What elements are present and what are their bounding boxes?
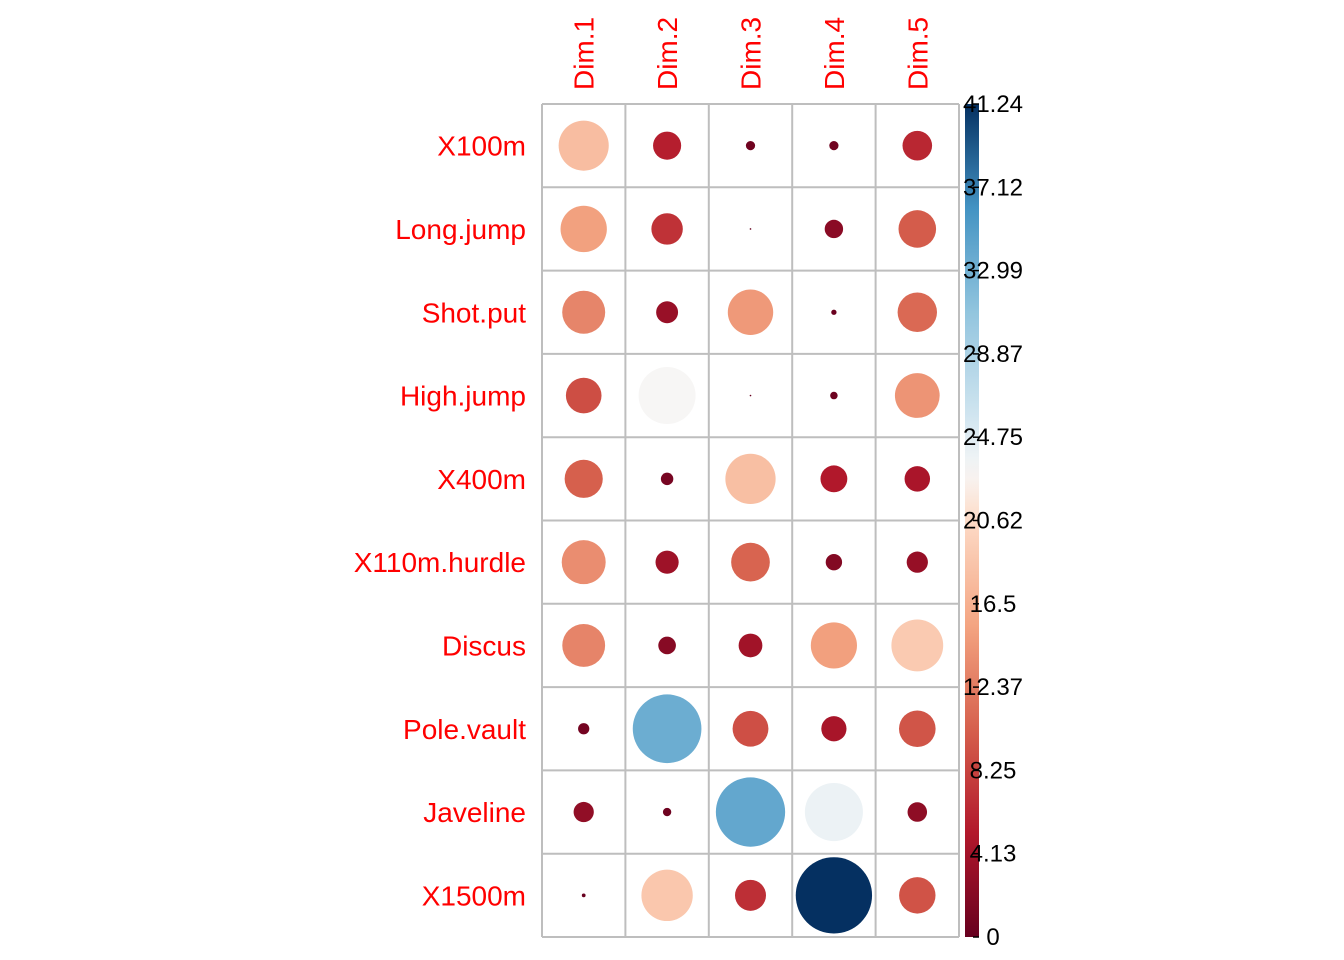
circle-discus-dim-1 [562,624,606,667]
colorbar-gradient [965,104,979,937]
circle-shot-put-dim-1 [562,290,606,334]
circle-x1500m-dim-1 [581,893,586,898]
circle-discus-dim-2 [658,636,676,655]
colorbar-tick-label: 24.75 [963,424,1023,451]
circle-x400m-dim-1 [564,459,603,498]
circle-javeline-dim-5 [907,802,928,822]
circle-pole-vault-dim-1 [578,723,590,735]
circle-shot-put-dim-2 [656,301,679,324]
circle-x1500m-dim-5 [899,877,936,914]
circle-javeline-dim-2 [662,807,672,817]
circle-discus-dim-3 [738,633,763,658]
circle-x100m-dim-5 [902,130,933,161]
circle-x400m-dim-2 [660,472,674,486]
circle-pole-vault-dim-2 [632,694,702,764]
circles [558,120,944,934]
column-label: Dim.5 [902,17,933,90]
circle-x110m-hurdle-dim-1 [561,540,606,585]
circle-x1500m-dim-3 [735,879,766,911]
colorbar-tick-label: 8.25 [970,757,1017,784]
circle-javeline-dim-4 [804,783,863,842]
circle-x400m-dim-4 [820,465,848,493]
circle-javeline-dim-1 [573,801,594,823]
row-label: Javeline [423,797,526,828]
row-label: X110m.hurdle [354,547,526,578]
colorbar: 41.24 37.12 32.99 28.87 24.75 20.62 16.5 12.37 8… [963,91,1023,951]
circle-long-jump-dim-2 [651,213,683,245]
circle-pole-vault-dim-4 [821,716,847,742]
circle-javeline-dim-3 [715,777,786,847]
colorbar-tick-label: 0 [986,924,999,951]
colorbar-tick-label: 4.13 [970,841,1017,868]
row-label: Pole.vault [403,714,526,745]
row-label: High.jump [400,381,526,412]
colorbar-tick-label: 28.87 [963,341,1023,368]
circle-x100m-dim-1 [558,120,609,171]
circle-x100m-dim-3 [745,141,756,151]
column-label: Dim.2 [652,17,683,90]
circle-x1500m-dim-4 [795,857,873,934]
circle-discus-dim-5 [891,619,944,672]
circle-long-jump-dim-1 [560,205,607,253]
colorbar-tick-label: 20.62 [963,508,1023,535]
row-label: Shot.put [422,297,527,328]
colorbar-tick-label: 37.12 [963,174,1023,201]
grid [541,103,960,938]
circle-high-jump-dim-2 [638,367,696,425]
row-label: X400m [437,464,526,495]
circle-long-jump-dim-4 [824,219,844,239]
row-label: X100m [437,131,526,162]
column-label: Dim.4 [819,17,850,90]
circle-pole-vault-dim-5 [898,710,936,748]
colorbar-tick-label: 12.37 [963,674,1023,701]
circle-high-jump-dim-3 [749,394,752,397]
colorbar-tick-label: 16.5 [970,591,1017,618]
circle-x400m-dim-3 [725,453,776,504]
circle-x1500m-dim-2 [641,869,693,922]
circle-x110m-hurdle-dim-3 [731,542,770,582]
colorbar-tick-label: 41.24 [963,91,1023,118]
row-labels: X100m Long.jump Shot.put High.jump X400m X110… [354,131,526,912]
column-label: Dim.1 [569,17,600,90]
circle-x110m-hurdle-dim-4 [825,553,843,571]
column-labels: Dim.1 Dim.2 Dim.3 Dim.4 Dim.5 [569,17,934,90]
circle-long-jump-dim-3 [749,228,752,230]
row-label: Discus [442,630,526,661]
circle-pole-vault-dim-3 [732,710,769,747]
row-label: X1500m [422,880,526,911]
circle-shot-put-dim-4 [831,309,837,315]
circle-x110m-hurdle-dim-2 [655,550,679,574]
circle-high-jump-dim-1 [565,377,602,414]
circle-shot-put-dim-5 [897,292,938,332]
circle-high-jump-dim-5 [894,373,940,418]
column-label: Dim.3 [736,17,767,90]
circle-x400m-dim-5 [904,466,931,492]
circle-long-jump-dim-5 [898,210,937,248]
colorbar-tick-label: 32.99 [963,258,1023,285]
circle-shot-put-dim-3 [727,289,774,335]
circle-x100m-dim-2 [653,131,682,160]
circle-discus-dim-4 [810,622,857,669]
circle-x100m-dim-4 [829,141,839,151]
circle-high-jump-dim-4 [830,391,838,400]
row-label: Long.jump [395,214,526,245]
circle-x110m-hurdle-dim-5 [906,551,928,573]
